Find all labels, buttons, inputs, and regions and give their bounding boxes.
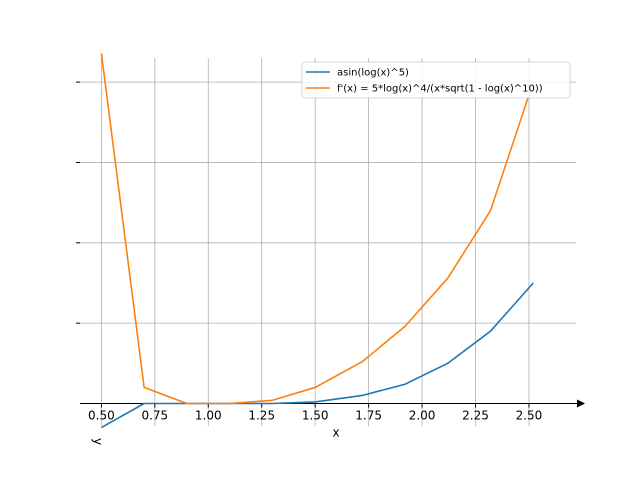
series-layer [100, 53, 534, 429]
x-tick-label: 0.75 [141, 409, 168, 423]
grid [80, 58, 576, 426]
legend-label-2: f'(x) = 5*log(x)^4/(x*sqrt(1 - log(x)^10… [337, 84, 543, 95]
x-axis-arrow [577, 399, 585, 408]
series-line-1 [100, 282, 534, 429]
x-tick-label: 1.00 [195, 409, 222, 423]
x-tick-label: 1.75 [355, 409, 382, 423]
legend-label-1: asin(log(x)^5) [337, 68, 409, 79]
legend-box [301, 61, 571, 99]
x-tick-label: 1.50 [302, 409, 329, 423]
x-tick-label: 1.25 [248, 409, 275, 423]
y-axis-label: y [91, 438, 105, 445]
series-line-2 [100, 53, 534, 405]
x-tick-label: 2.50 [516, 409, 543, 423]
x-tick-label: 2.00 [409, 409, 436, 423]
x-axis-label: x [332, 426, 339, 440]
legend: asin(log(x)^5) f'(x) = 5*log(x)^4/(x*sqrt… [301, 61, 571, 99]
x-tick-label: 2.25 [462, 409, 489, 423]
x-tick-label: 0.50 [88, 409, 115, 423]
